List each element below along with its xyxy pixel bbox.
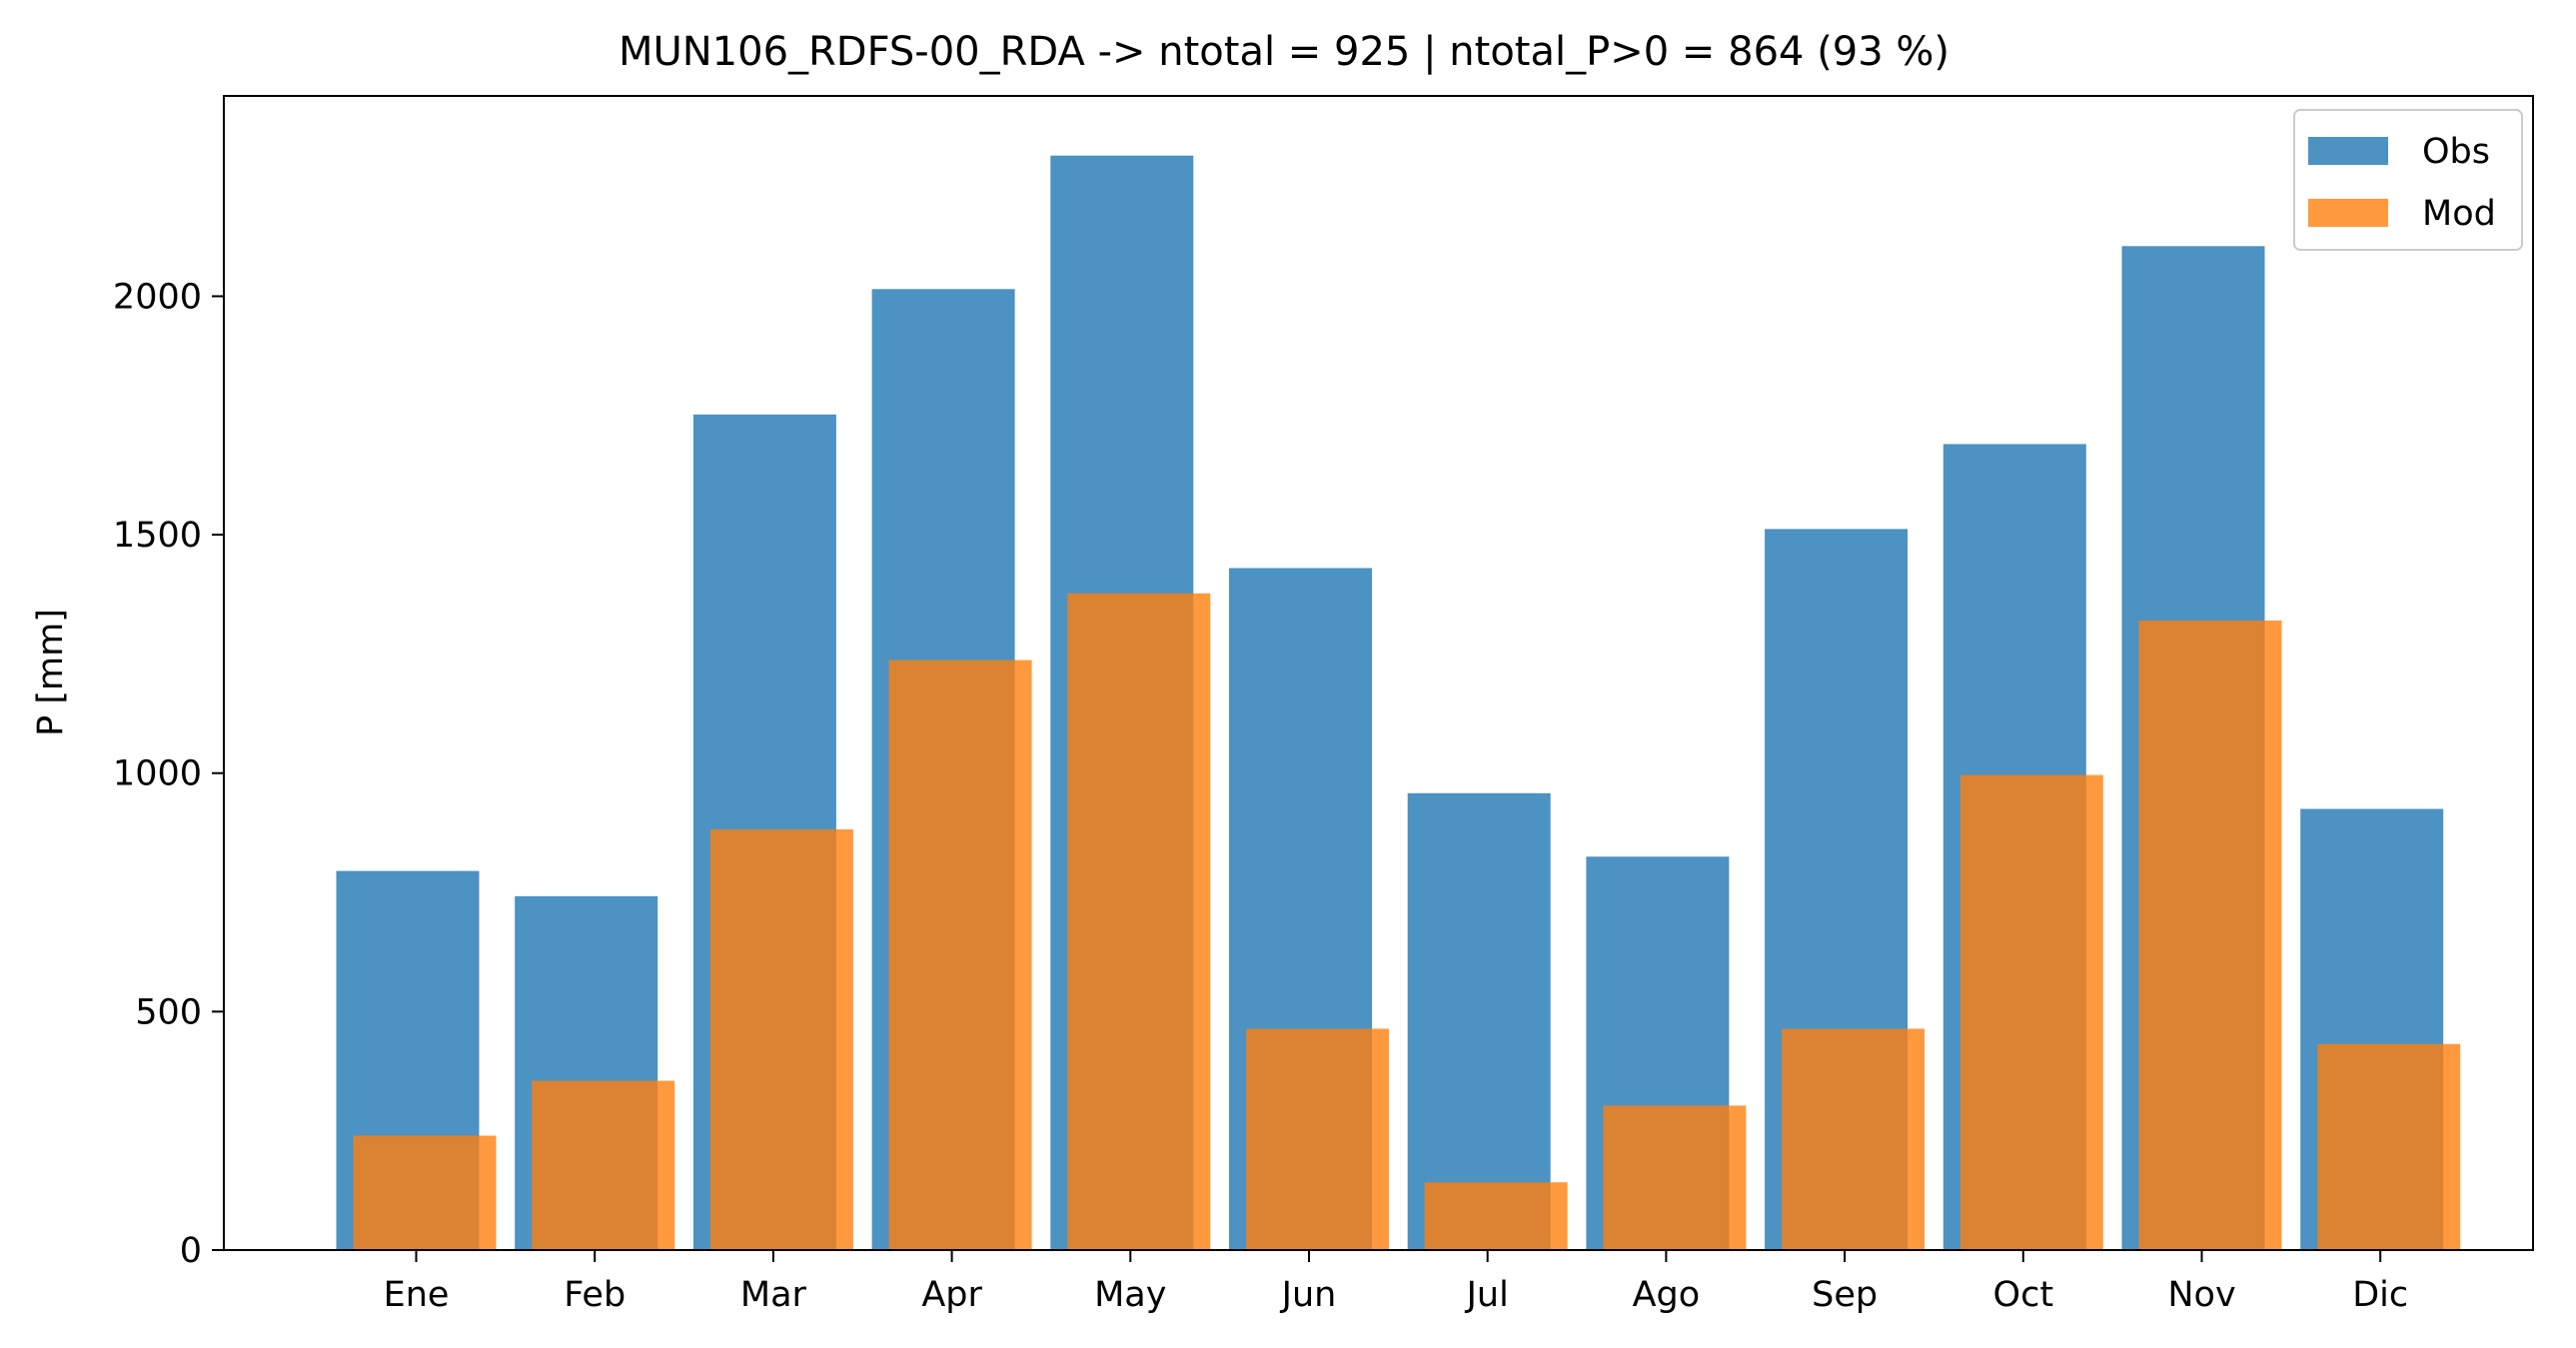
bar-mod-ago <box>1603 1105 1747 1250</box>
bar-mod-jul <box>1424 1182 1568 1250</box>
bar-mod-sep <box>1782 1028 1926 1250</box>
y-tick-label-500: 500 <box>135 992 202 1032</box>
x-tick-label-feb: Feb <box>564 1275 626 1315</box>
chart-title: MUN106_RDFS-00_RDA -> ntotal = 925 | nto… <box>619 29 1949 75</box>
y-axis-label: P [mm] <box>31 609 71 736</box>
legend-swatch-mod <box>2308 199 2388 227</box>
x-tick-label-mar: Mar <box>740 1275 807 1315</box>
y-tick-label-1000: 1000 <box>113 754 202 794</box>
bar-mod-nov <box>2138 621 2282 1250</box>
bar-mod-oct <box>1959 774 2103 1250</box>
x-tick-label-dic: Dic <box>2352 1275 2408 1315</box>
x-tick-label-nov: Nov <box>2167 1275 2235 1315</box>
plot-frame <box>223 95 2534 1251</box>
legend: Obs Mod <box>2293 109 2523 251</box>
legend-swatch-obs <box>2308 137 2388 165</box>
y-tick-label-2000: 2000 <box>113 277 202 317</box>
bar-obs-jul <box>1407 792 1551 1250</box>
bar-mod-may <box>1067 593 1211 1250</box>
x-tick-label-sep: Sep <box>1812 1275 1878 1315</box>
bar-mod-dic <box>2317 1043 2461 1250</box>
x-tick-label-ago: Ago <box>1633 1275 1701 1315</box>
y-axis: 0 500 1000 1500 2000 <box>113 277 224 1271</box>
bar-mod-apr <box>888 660 1032 1250</box>
legend-label-mod: Mod <box>2422 194 2496 234</box>
bar-mod-jun <box>1246 1028 1389 1250</box>
bar-mod-feb <box>532 1080 675 1250</box>
mod-bars <box>353 593 2461 1250</box>
y-tick-label-1500: 1500 <box>113 516 202 556</box>
x-tick-label-may: May <box>1094 1275 1166 1315</box>
x-axis: Ene Feb Mar Apr May Jun Jul Ago Sep Oct Nov Dic <box>384 1250 2408 1315</box>
x-tick-label-jul: Jul <box>1465 1275 1509 1315</box>
y-tick-label-0: 0 <box>180 1231 202 1271</box>
x-tick-label-apr: Apr <box>921 1275 982 1315</box>
bar-mod-mar <box>709 829 853 1250</box>
x-tick-label-oct: Oct <box>1993 1275 2054 1315</box>
legend-label-obs: Obs <box>2422 132 2490 172</box>
x-tick-label-jun: Jun <box>1280 1275 1337 1315</box>
bar-mod-ene <box>353 1135 497 1250</box>
x-tick-label-ene: Ene <box>384 1275 450 1315</box>
